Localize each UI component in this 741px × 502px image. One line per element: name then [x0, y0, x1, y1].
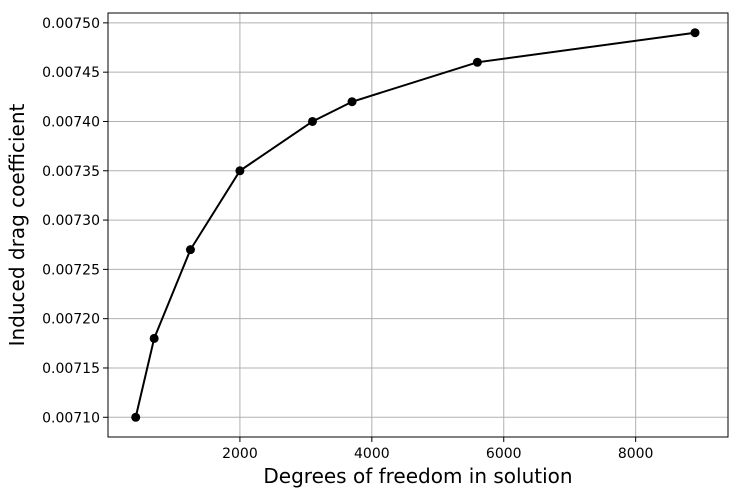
data-point — [690, 28, 700, 38]
x-axis-title: Degrees of freedom in solution — [263, 464, 572, 488]
data-point — [235, 166, 245, 176]
x-tick-label: 4000 — [354, 446, 390, 462]
x-tick-label: 8000 — [618, 446, 654, 462]
data-point — [307, 116, 317, 126]
data-point — [149, 333, 159, 343]
x-tick-label: 6000 — [486, 446, 522, 462]
plot-area-frame — [107, 12, 729, 438]
x-tick-label: 2000 — [222, 446, 258, 462]
y-tick-label: 0.00745 — [42, 65, 100, 81]
series-layer — [131, 28, 700, 422]
y-tick-label: 0.00740 — [42, 114, 100, 130]
axis-ticks: 2000 4000 6000 8000 0.00710 0.00715 0.00720 0.0… — [42, 16, 653, 462]
y-tick-label: 0.00720 — [42, 312, 100, 328]
series-line — [134, 31, 696, 418]
y-tick-label: 0.00735 — [42, 164, 100, 180]
y-tick-label: 0.00750 — [42, 16, 100, 32]
y-tick-label: 0.00710 — [42, 410, 100, 426]
data-point — [185, 245, 195, 255]
y-tick-label: 0.00730 — [42, 213, 100, 229]
y-tick-label: 0.00725 — [42, 262, 100, 278]
grid — [108, 13, 728, 437]
y-axis-title: Induced drag coefficient — [5, 103, 29, 346]
y-tick-label: 0.00715 — [42, 361, 100, 377]
data-point — [472, 57, 482, 67]
data-point — [347, 97, 357, 107]
data-point — [131, 412, 141, 422]
